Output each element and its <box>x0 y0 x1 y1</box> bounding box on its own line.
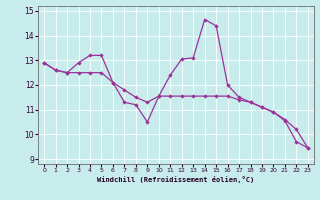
X-axis label: Windchill (Refroidissement éolien,°C): Windchill (Refroidissement éolien,°C) <box>97 176 255 183</box>
